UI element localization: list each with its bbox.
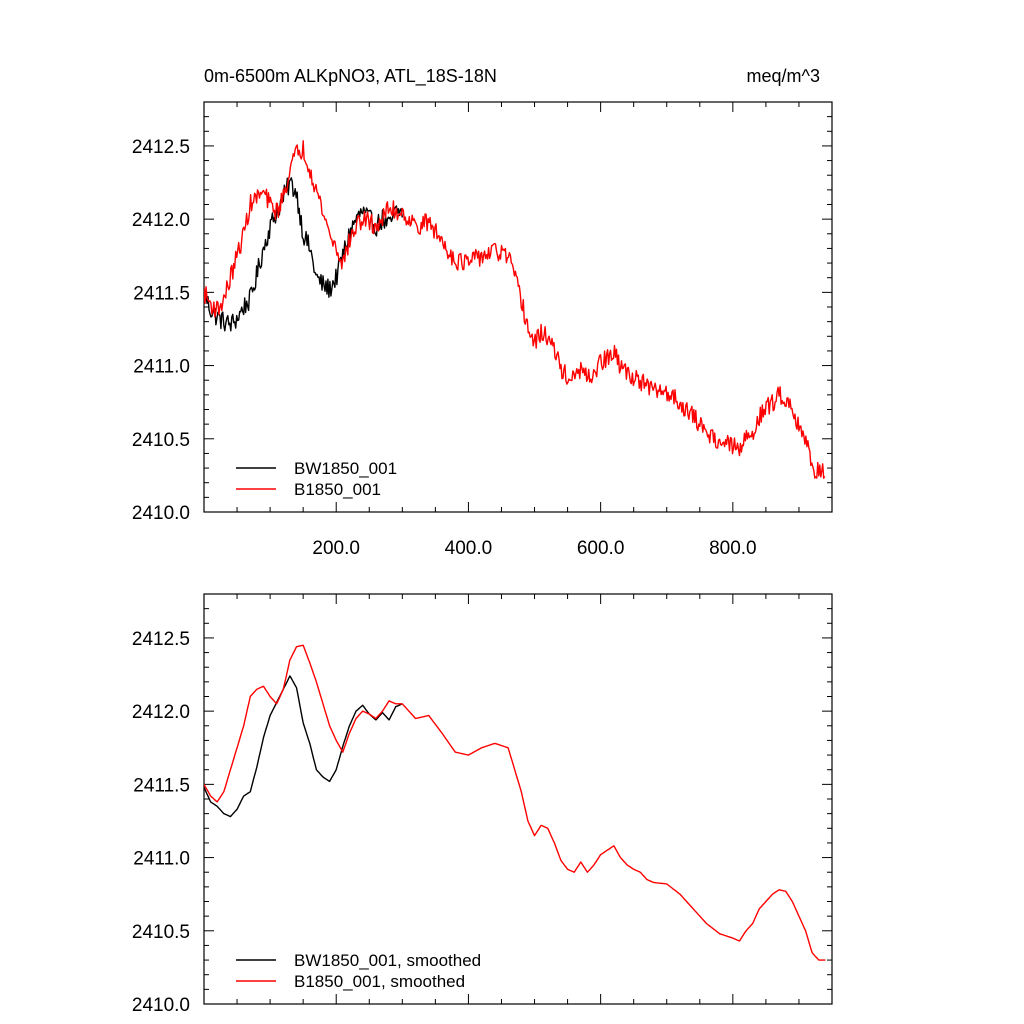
legend-label: B1850_001 — [294, 480, 381, 499]
y-tick-label: 2411.0 — [133, 849, 190, 870]
y-tick-label: 2411.5 — [133, 283, 190, 304]
series-line-b1850-001 — [204, 644, 826, 961]
y-tick-label: 2412.0 — [132, 210, 190, 231]
y-tick-label: 2410.0 — [132, 995, 190, 1016]
plot-area-frame — [203, 101, 833, 513]
y-tick-label: 2411.5 — [133, 775, 190, 796]
x-tick-label: 600.0 — [577, 538, 625, 559]
y-tick-label: 2410.5 — [132, 922, 190, 943]
chart-panel-bottom: 2410.0 2410.5 2411.0 2411.5 2412.0 2412.5 BW18… — [132, 593, 833, 1016]
y-tick-label: 2410.0 — [132, 503, 190, 524]
chart-title-left: 0m-6500m ALKpNO3, ATL_18S-18N — [204, 66, 497, 87]
series-line-bw1850-001 — [204, 675, 403, 818]
series-line-b1850-001 — [204, 140, 826, 479]
y-tick-label: 2412.0 — [132, 702, 190, 723]
y-tick-label: 2412.5 — [132, 137, 190, 158]
y-tick-label: 2411.0 — [133, 357, 190, 378]
plot-area-frame — [203, 593, 833, 1005]
chart-title-right: meq/m^3 — [747, 66, 820, 86]
x-tick-label: 800.0 — [709, 538, 757, 559]
y-tick-label: 2412.5 — [132, 629, 190, 650]
x-tick-label: 400.0 — [445, 538, 493, 559]
y-tick-label: 2410.5 — [132, 430, 190, 451]
legend-label: B1850_001, smoothed — [294, 972, 465, 991]
legend-label: BW1850_001, smoothed — [294, 951, 481, 970]
x-tick-label: 200.0 — [312, 538, 360, 559]
series-line-bw1850-001 — [204, 177, 403, 332]
chart-panel-top: 0m-6500m ALKpNO3, ATL_18S-18N meq/m^3 24… — [132, 66, 833, 559]
legend-label: BW1850_001 — [294, 459, 397, 478]
